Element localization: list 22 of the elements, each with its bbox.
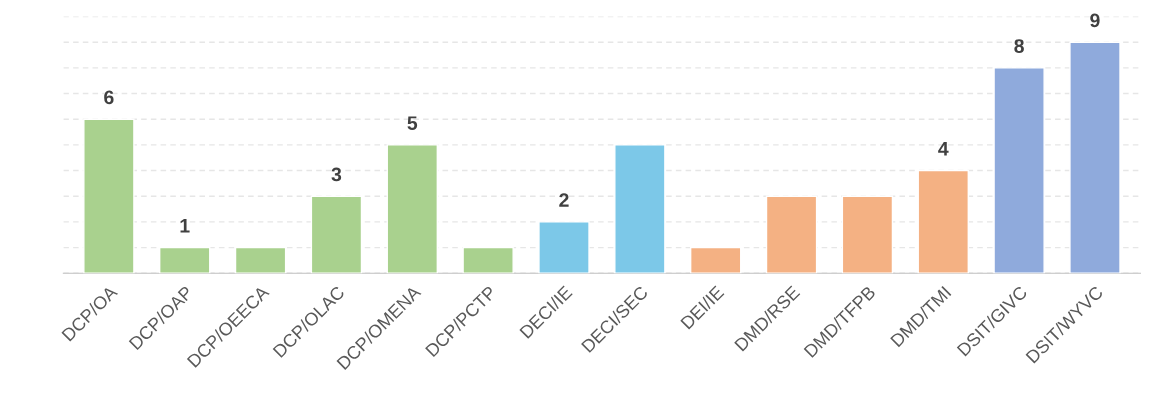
bar <box>234 246 287 274</box>
bar <box>689 246 742 274</box>
data-label: 4 <box>938 142 949 156</box>
data-label: 6 <box>104 90 114 105</box>
data-label: 1 <box>180 219 190 233</box>
bar <box>993 67 1045 274</box>
data-label: 5 <box>407 116 418 130</box>
bar <box>83 118 135 274</box>
bar <box>614 144 666 274</box>
bar <box>158 246 211 274</box>
data-label: 2 <box>559 193 569 207</box>
data-label: 8 <box>1014 39 1024 53</box>
data-label: 9 <box>1090 13 1100 28</box>
bar <box>841 195 894 274</box>
bar <box>462 246 514 274</box>
bar <box>765 195 818 274</box>
bar <box>386 144 439 274</box>
bar <box>917 169 969 274</box>
data-label: 3 <box>331 167 342 182</box>
bar <box>538 221 590 274</box>
bar <box>310 195 363 274</box>
bar <box>1069 41 1121 274</box>
